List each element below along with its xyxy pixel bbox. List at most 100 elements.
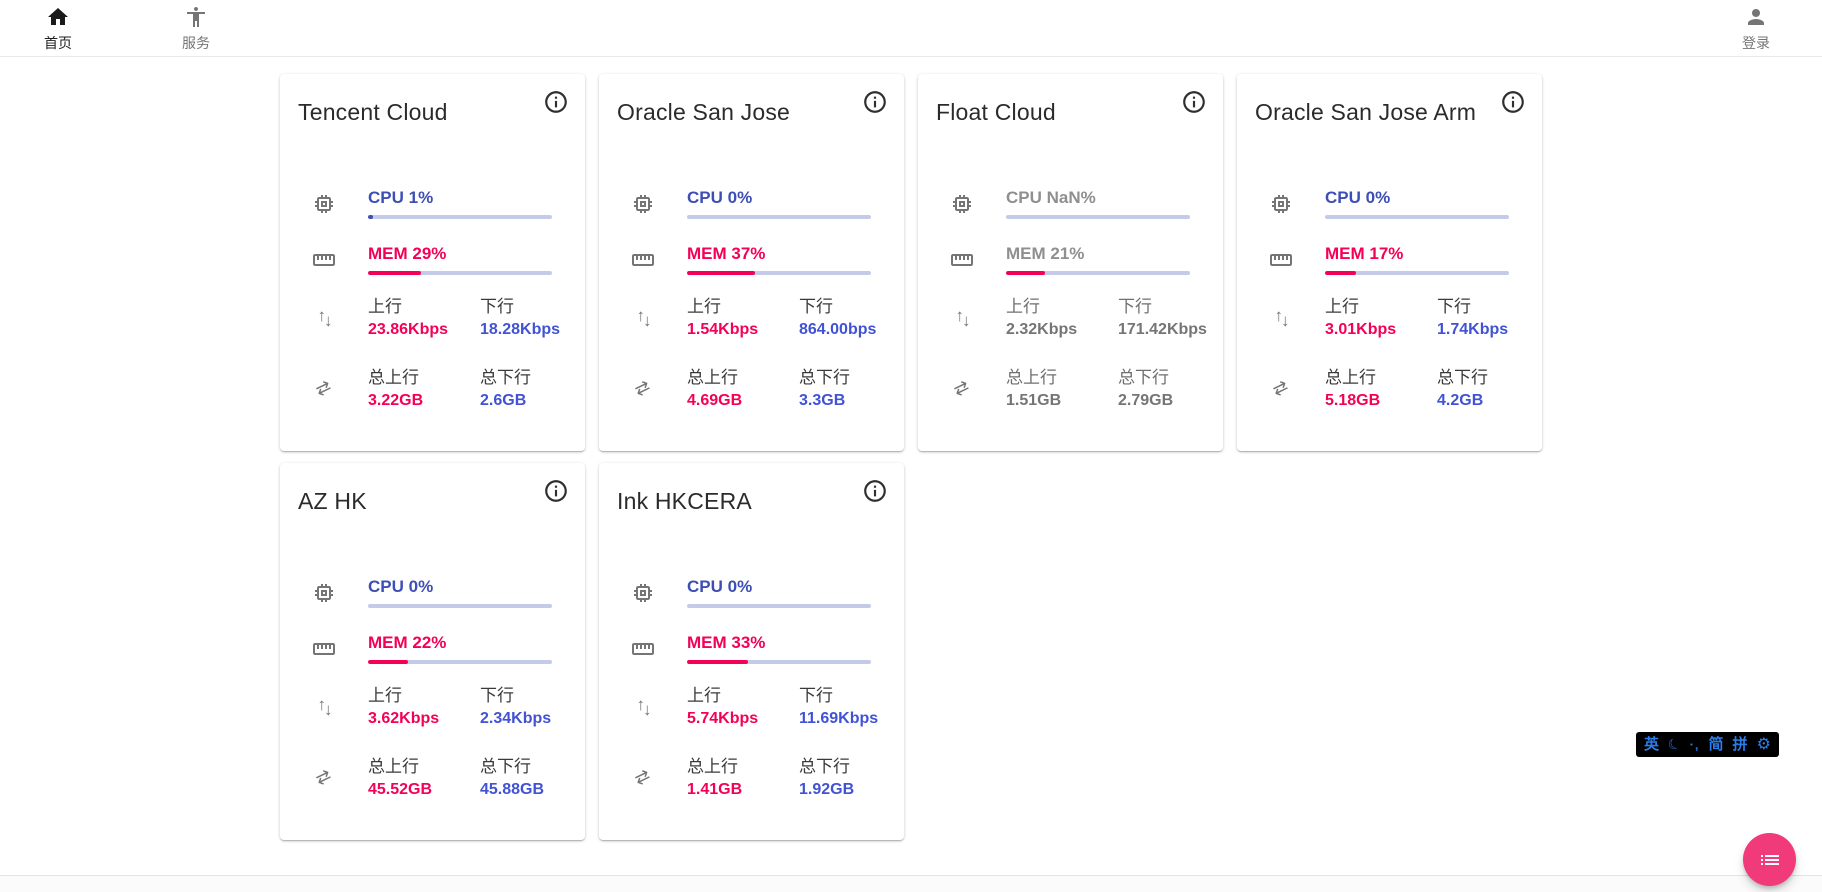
upload-value: 2.32Kbps (1006, 321, 1078, 338)
info-icon (545, 480, 567, 502)
mem-label: MEM 29% (368, 244, 447, 263)
total-upload-label: 总上行 (368, 757, 419, 776)
network-rate-row: ↑ ↓ 上行 23.86Kbps 下行 18.28Kbps (312, 296, 569, 339)
cpu-row: CPU 0% (312, 577, 569, 608)
upload-value: 3.62Kbps (368, 710, 440, 727)
gear-icon[interactable]: ⚙ (1756, 736, 1771, 753)
moon-icon[interactable]: ☾ (1665, 734, 1684, 754)
total-traffic-row: ⇄ 总上行 3.22GB 总下行 2.6GB (312, 367, 569, 410)
info-button[interactable] (543, 89, 569, 115)
info-icon (545, 91, 567, 113)
top-navbar: 首页 服务 登录 (0, 0, 1822, 57)
download-label: 下行 (799, 686, 833, 705)
server-list-fab[interactable] (1743, 833, 1796, 886)
cpu-progressbar (687, 604, 871, 608)
nav-item-home[interactable]: 首页 (32, 0, 84, 56)
info-button[interactable] (543, 478, 569, 504)
download-label: 下行 (480, 297, 514, 316)
ime-language-toggle[interactable]: 英 (1644, 736, 1660, 753)
upload-value: 23.86Kbps (368, 321, 449, 338)
server-cards-grid: Tencent Cloud CPU 1% MEM 29% (280, 74, 1542, 840)
total-download-value: 4.2GB (1437, 392, 1484, 409)
mem-label: MEM 22% (368, 633, 447, 652)
total-traffic-row: ⇄ 总上行 5.18GB 总下行 4.2GB (1269, 367, 1526, 410)
mem-progressbar (1325, 271, 1509, 275)
info-button[interactable] (1181, 89, 1207, 115)
up-down-arrows-icon: ↑ ↓ (317, 694, 333, 719)
server-name: Oracle San Jose Arm (1255, 99, 1477, 125)
upload-value: 5.74Kbps (687, 710, 759, 727)
mem-label: MEM 17% (1325, 244, 1404, 263)
mem-label: MEM 37% (687, 244, 766, 263)
up-down-arrows-icon: ↑ ↓ (317, 305, 333, 330)
info-button[interactable] (862, 89, 888, 115)
punctuation-icon[interactable]: ·‚ (1689, 737, 1700, 752)
total-upload-value: 4.69GB (687, 392, 743, 409)
network-rate-row: ↑ ↓ 上行 1.54Kbps 下行 864.00bps (631, 296, 888, 339)
cpu-row: CPU 1% (312, 188, 569, 219)
nav-home-label: 首页 (44, 35, 72, 51)
mem-progressbar (687, 660, 871, 664)
mem-label: MEM 33% (687, 633, 766, 652)
ime-simplified-toggle[interactable]: 简 (1708, 736, 1724, 753)
total-download-label: 总下行 (799, 368, 850, 387)
upload-value: 3.01Kbps (1325, 321, 1397, 338)
server-stats: CPU 0% MEM 33% ↑ ↓ 上行 5.74Kbps (615, 577, 888, 799)
download-value: 1.74Kbps (1437, 321, 1509, 338)
total-upload-value: 5.18GB (1325, 392, 1381, 409)
cpu-progressbar (368, 604, 552, 608)
nav-item-login[interactable]: 登录 (1730, 0, 1782, 56)
server-name: Oracle San Jose (617, 99, 791, 125)
network-rate-row: ↑ ↓ 上行 3.01Kbps 下行 1.74Kbps (1269, 296, 1526, 339)
mem-progressbar (687, 271, 871, 275)
nav-item-services[interactable]: 服务 (170, 0, 222, 56)
total-download-label: 总下行 (799, 757, 850, 776)
total-upload-value: 1.51GB (1006, 392, 1062, 409)
mem-row: MEM 17% (1269, 244, 1526, 275)
network-rate-row: ↑ ↓ 上行 3.62Kbps 下行 2.34Kbps (312, 685, 569, 728)
total-traffic-row: ⇄ 总上行 1.41GB 总下行 1.92GB (631, 756, 888, 799)
mem-row: MEM 37% (631, 244, 888, 275)
info-button[interactable] (862, 478, 888, 504)
server-card: AZ HK CPU 0% MEM 22% (280, 463, 585, 840)
total-download-value: 3.3GB (799, 392, 846, 409)
download-value: 2.34Kbps (480, 710, 552, 727)
upload-label: 上行 (687, 686, 721, 705)
cpu-label: CPU 0% (368, 577, 434, 596)
mem-row: MEM 33% (631, 633, 888, 664)
mem-ruler-icon (1269, 248, 1293, 272)
mem-ruler-icon (312, 248, 336, 272)
download-value: 171.42Kbps (1118, 321, 1207, 338)
mem-ruler-icon (950, 248, 974, 272)
up-down-arrows-icon: ↑ ↓ (955, 305, 971, 330)
up-down-arrows-icon: ↑ ↓ (636, 694, 652, 719)
card-header: Float Cloud (934, 90, 1207, 126)
total-download-value: 2.79GB (1118, 392, 1174, 409)
cpu-chip-icon (312, 581, 336, 605)
total-upload-value: 45.52GB (368, 781, 433, 798)
cpu-row: CPU 0% (631, 188, 888, 219)
info-icon (1183, 91, 1205, 113)
download-label: 下行 (480, 686, 514, 705)
upload-label: 上行 (368, 297, 402, 316)
server-stats: CPU 1% MEM 29% ↑ ↓ 上行 23.86Kbps (296, 188, 569, 410)
cpu-label: CPU 0% (687, 188, 753, 207)
total-upload-value: 3.22GB (368, 392, 424, 409)
server-card: Oracle San Jose CPU 0% MEM 37% (599, 74, 904, 451)
cpu-chip-icon (950, 192, 974, 216)
card-header: Oracle San Jose Arm (1253, 90, 1526, 126)
info-button[interactable] (1500, 89, 1526, 115)
mem-ruler-icon (631, 637, 655, 661)
cpu-progressbar (368, 215, 552, 219)
mem-progressbar (1006, 271, 1190, 275)
upload-label: 上行 (368, 686, 402, 705)
server-name: Tencent Cloud (298, 99, 448, 125)
cpu-progressbar (1006, 215, 1190, 219)
upload-label: 上行 (1006, 297, 1040, 316)
server-stats: CPU 0% MEM 17% ↑ ↓ 上行 3.01Kbps (1253, 188, 1526, 410)
cpu-row: CPU NaN% (950, 188, 1207, 219)
cpu-row: CPU 0% (1269, 188, 1526, 219)
network-rate-row: ↑ ↓ 上行 5.74Kbps 下行 11.69Kbps (631, 685, 888, 728)
footer-divider (0, 875, 1822, 892)
ime-pinyin-toggle[interactable]: 拼 (1732, 736, 1748, 753)
